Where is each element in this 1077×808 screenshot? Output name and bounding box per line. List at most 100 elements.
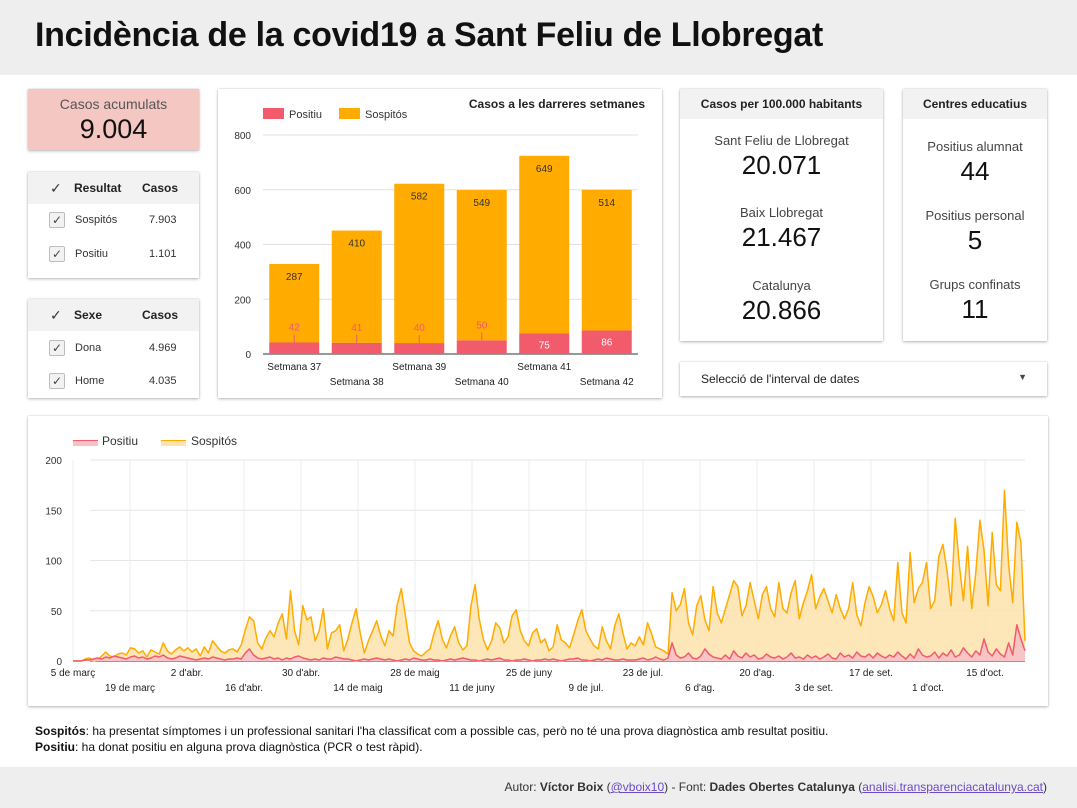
x-tick-label: Setmana 42 (580, 377, 634, 388)
bar-positiu-value: 75 (539, 340, 551, 351)
table-row[interactable]: ✓ Dona 4.969 (28, 333, 199, 363)
paren-open: ( (603, 780, 611, 794)
x-tick-label: 6 d'ag. (685, 683, 715, 694)
bar-positiu[interactable] (456, 340, 507, 354)
bar-positiu[interactable] (394, 343, 445, 354)
daily-cases-chart-card: Positiu Sospitós 0 50 100 150 200 5 de març 1… (28, 416, 1048, 706)
row-label: Sospitós (75, 214, 118, 226)
bar-positiu-value: 50 (476, 320, 488, 331)
stat-value: 20.071 (741, 150, 822, 180)
stat-label: Positius personal (925, 208, 1025, 223)
x-tick-label: Setmana 40 (455, 377, 509, 388)
row-value: 7.903 (149, 214, 177, 226)
x-tick-label: 14 de maig (333, 683, 382, 694)
x-tick-label: 17 de set. (849, 668, 893, 679)
bar-positiu[interactable] (331, 342, 382, 354)
checkbox-checked-icon[interactable]: ✓ (49, 340, 65, 356)
y-tick-label: 800 (234, 131, 251, 142)
bar-positiu[interactable] (519, 333, 570, 354)
header-bar: Incidència de la covid19 a Sant Feliu de… (0, 0, 1077, 75)
y-tick-label: 400 (234, 241, 251, 252)
stat-catalunya: Catalunya 20.866 (680, 278, 883, 326)
cases-per-100k-title: Casos per 100.000 habitants (680, 89, 883, 119)
bar-sospitos[interactable] (394, 183, 445, 344)
source-url-link[interactable]: analisi.transparenciacatalunya.cat (862, 780, 1043, 794)
note-sospitos: Sospitós: ha presentat símptomes i un pr… (35, 723, 828, 739)
stat-value: 21.467 (741, 222, 822, 252)
select-all-check-icon[interactable]: ✓ (50, 307, 62, 323)
legend-positiu-label[interactable]: Positiu (289, 109, 322, 121)
stat-label: Catalunya (752, 278, 811, 293)
kpi-total-label: Casos acumulats (59, 96, 168, 112)
cases-col-header[interactable]: Casos (142, 181, 179, 195)
stat-grups-confinats: Grups confinats 11 (903, 277, 1047, 325)
legend-positiu-swatch[interactable] (263, 108, 284, 119)
legend-positiu-label[interactable]: Positiu (102, 434, 138, 448)
date-range-selector[interactable]: Selecció de l'interval de dates ▼ (680, 362, 1047, 396)
legend-sospitos-label[interactable]: Sospitós (191, 434, 237, 448)
weekly-cases-chart-card: Positiu Sospitós Casos a les darreres se… (218, 89, 662, 398)
bar-positiu-value: 40 (414, 323, 426, 334)
sex-table-header: ✓ Sexe Casos (28, 299, 199, 331)
row-value: 1.101 (149, 248, 177, 260)
note-sospitos-text: : ha presentat símptomes i un profession… (85, 724, 829, 738)
kpi-total-value: 9.004 (79, 114, 148, 144)
stat-label: Baix Llobregat (739, 205, 824, 220)
dropdown-arrow-icon[interactable]: ▼ (1018, 372, 1027, 382)
y-tick-label: 600 (234, 186, 251, 197)
table-row[interactable]: ✓ Sospitós 7.903 (28, 205, 199, 235)
date-range-label[interactable]: Selecció de l'interval de dates (701, 372, 860, 386)
checkbox-checked-icon[interactable]: ✓ (49, 212, 65, 228)
note-positiu-text: : ha donat positiu en alguna prova diagn… (75, 740, 423, 754)
series-line-sospitos[interactable] (73, 489, 1026, 662)
table-row[interactable]: ✓ Home 4.035 (28, 366, 199, 396)
schools-title: Centres educatius (903, 89, 1047, 119)
x-tick-label: 11 de juny (449, 683, 494, 694)
kpi-total-cases: Casos acumulats 9.004 (28, 89, 199, 150)
bar-sospitos[interactable] (581, 189, 632, 331)
row-value: 4.969 (149, 342, 177, 354)
author-handle-link[interactable]: @vboix10 (610, 780, 665, 794)
area-sospitos (73, 490, 1025, 661)
legend-sospitos-swatch[interactable] (339, 108, 360, 119)
checkbox-checked-icon[interactable]: ✓ (49, 246, 65, 262)
note-sospitos-term: Sospitós (35, 724, 86, 738)
legend-sospitos-fill[interactable] (161, 441, 186, 446)
footer-credits: Autor: Víctor Boix (@vboix10) - Font: Da… (505, 780, 1047, 794)
area-positiu (73, 624, 1025, 661)
cases-col-header[interactable]: Casos (142, 308, 179, 322)
stat-value: 11 (961, 294, 989, 324)
stat-label: Grups confinats (929, 277, 1021, 292)
bar-sospitos-value: 410 (348, 239, 365, 250)
bar-positiu-value: 42 (289, 323, 301, 334)
legend-positiu-fill[interactable] (73, 441, 98, 446)
stat-positius-personal: Positius personal 5 (903, 208, 1047, 256)
table-row[interactable]: ✓ Positiu 1.101 (28, 239, 199, 269)
bar-sospitos[interactable] (519, 155, 570, 334)
x-tick-label: 23 de jul. (623, 668, 664, 679)
row-label: Dona (75, 342, 102, 354)
daily-cases-chart: Positiu Sospitós 0 50 100 150 200 5 de març 1… (45, 434, 1026, 694)
chart-title: Casos a les darreres setmanes (469, 97, 645, 111)
author-name: Víctor Boix (539, 780, 604, 794)
stat-baix-llobregat: Baix Llobregat 21.467 (680, 205, 883, 253)
bar-sospitos-value: 582 (411, 192, 428, 203)
bar-positiu[interactable] (269, 342, 320, 354)
note-positiu: Positiu: ha donat positiu en alguna prov… (35, 739, 828, 755)
legend-sospitos-label[interactable]: Sospitós (365, 109, 408, 121)
sex-col-header[interactable]: Sexe (74, 308, 103, 322)
bar-sospitos[interactable] (456, 190, 507, 341)
stat-label: Sant Feliu de Llobregat (714, 133, 849, 148)
bar-sospitos-value: 549 (473, 198, 490, 209)
x-tick-label: 2 d'abr. (171, 668, 204, 679)
checkbox-checked-icon[interactable]: ✓ (49, 373, 65, 389)
series-line-positiu[interactable] (73, 624, 1026, 662)
bar-sospitos[interactable] (331, 230, 382, 343)
bar-positiu[interactable] (581, 330, 632, 354)
author-label: Autor: (504, 780, 540, 794)
select-all-check-icon[interactable]: ✓ (50, 180, 62, 196)
result-col-header[interactable]: Resultat (74, 181, 122, 195)
x-tick-label: Setmana 41 (517, 362, 571, 373)
bar-sospitos[interactable] (269, 263, 320, 343)
